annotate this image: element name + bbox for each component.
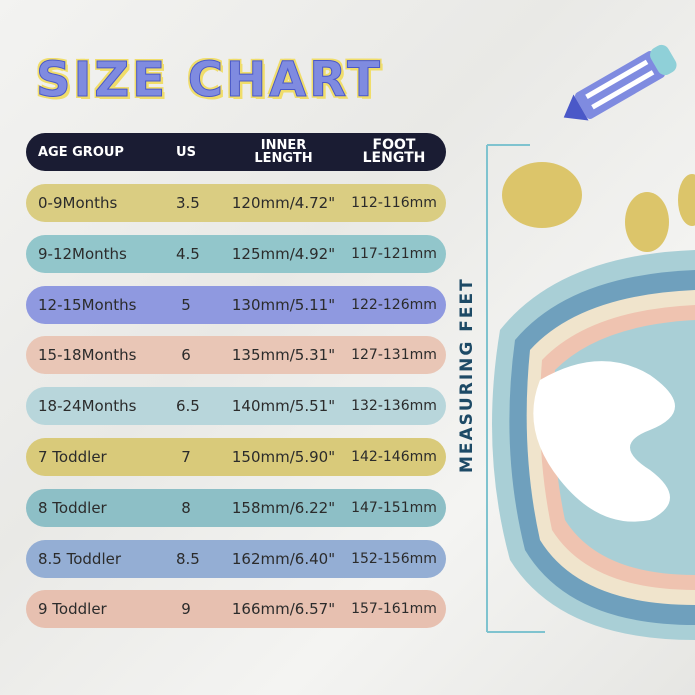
foot-length-cell: 142-146mm	[351, 449, 437, 465]
header-age-group: AGE GROUP	[38, 144, 124, 160]
age-group-cell: 8 Toddler	[38, 498, 107, 517]
foot-length-cell: 152-156mm	[351, 550, 437, 567]
foot-length-cell: 157-161mm	[351, 601, 437, 618]
us-size-cell: 6	[181, 346, 191, 365]
age-group-cell: 7 Toddler	[38, 448, 107, 466]
foot-length-cell: 117-121mm	[351, 245, 437, 262]
inner-length-cell: 140mm/5.51"	[231, 397, 336, 416]
table-row: 18-24Months 6.5 140mm/5.51" 132-136mm	[26, 387, 446, 426]
inner-length-cell: 158mm/6.22"	[231, 498, 336, 517]
age-group-cell: 15-18Months	[38, 346, 137, 365]
toe-second	[625, 192, 669, 252]
table-row: 9-12Months 4.5 125mm/4.92" 117-121mm	[26, 234, 446, 273]
table-row: 8 Toddler 8 158mm/6.22" 147-151mm	[26, 488, 446, 527]
us-size-cell: 3.5	[176, 194, 200, 212]
toe-big	[502, 162, 582, 228]
age-group-cell: 0-9Months	[38, 194, 118, 212]
age-group-cell: 12-15Months	[38, 295, 137, 314]
inner-length-cell: 150mm/5.90"	[231, 448, 336, 466]
age-group-cell: 18-24Months	[38, 397, 137, 416]
foot-length-cell: 132-136mm	[351, 398, 437, 415]
inner-length-cell: 162mm/6.40"	[231, 549, 336, 568]
us-size-cell: 7	[181, 448, 191, 466]
table-row: 8.5 Toddler 8.5 162mm/6.40" 152-156mm	[26, 539, 446, 578]
table-row: 12-15Months 5 130mm/5.11" 122-126mm	[26, 285, 446, 324]
header-us: US	[176, 144, 196, 160]
us-size-cell: 4.5	[176, 244, 200, 263]
us-size-cell: 9	[181, 600, 191, 619]
inner-length-cell: 130mm/5.11"	[231, 295, 336, 314]
table-row: 9 Toddler 9 166mm/6.57" 157-161mm	[26, 590, 446, 629]
measuring-feet-label: MEASURING FEET	[457, 277, 477, 474]
foot-length-cell: 112-116mm	[351, 195, 437, 211]
pencil-icon	[563, 44, 677, 121]
inner-length-cell: 125mm/4.92"	[231, 244, 336, 263]
table-header: AGE GROUP US INNER LENGTH FOOT LENGTH	[26, 133, 446, 171]
inner-length-cell: 135mm/5.31"	[231, 346, 336, 365]
age-group-cell: 9 Toddler	[38, 600, 107, 619]
us-size-cell: 8	[181, 498, 191, 517]
header-inner-length: INNER LENGTH	[254, 138, 313, 166]
age-group-cell: 8.5 Toddler	[38, 549, 122, 568]
age-group-cell: 9-12Months	[38, 244, 127, 263]
foot-length-cell: 127-131mm	[351, 347, 437, 364]
inner-length-cell: 120mm/4.72"	[231, 194, 336, 212]
us-size-cell: 8.5	[176, 549, 200, 568]
toe-third	[678, 174, 695, 226]
us-size-cell: 5	[181, 295, 191, 314]
us-size-cell: 6.5	[176, 397, 200, 416]
table-row: 7 Toddler 7 150mm/5.90" 142-146mm	[26, 438, 446, 476]
foot-length-cell: 147-151mm	[351, 499, 437, 516]
table-row: 0-9Months 3.5 120mm/4.72" 112-116mm	[26, 184, 446, 222]
table-row: 15-18Months 6 135mm/5.31" 127-131mm	[26, 336, 446, 375]
inner-length-cell: 166mm/6.57"	[231, 600, 336, 619]
foot-length-cell: 122-126mm	[351, 296, 437, 313]
page-title: SIZE CHART	[36, 52, 383, 109]
header-foot-length: FOOT LENGTH	[362, 137, 426, 166]
